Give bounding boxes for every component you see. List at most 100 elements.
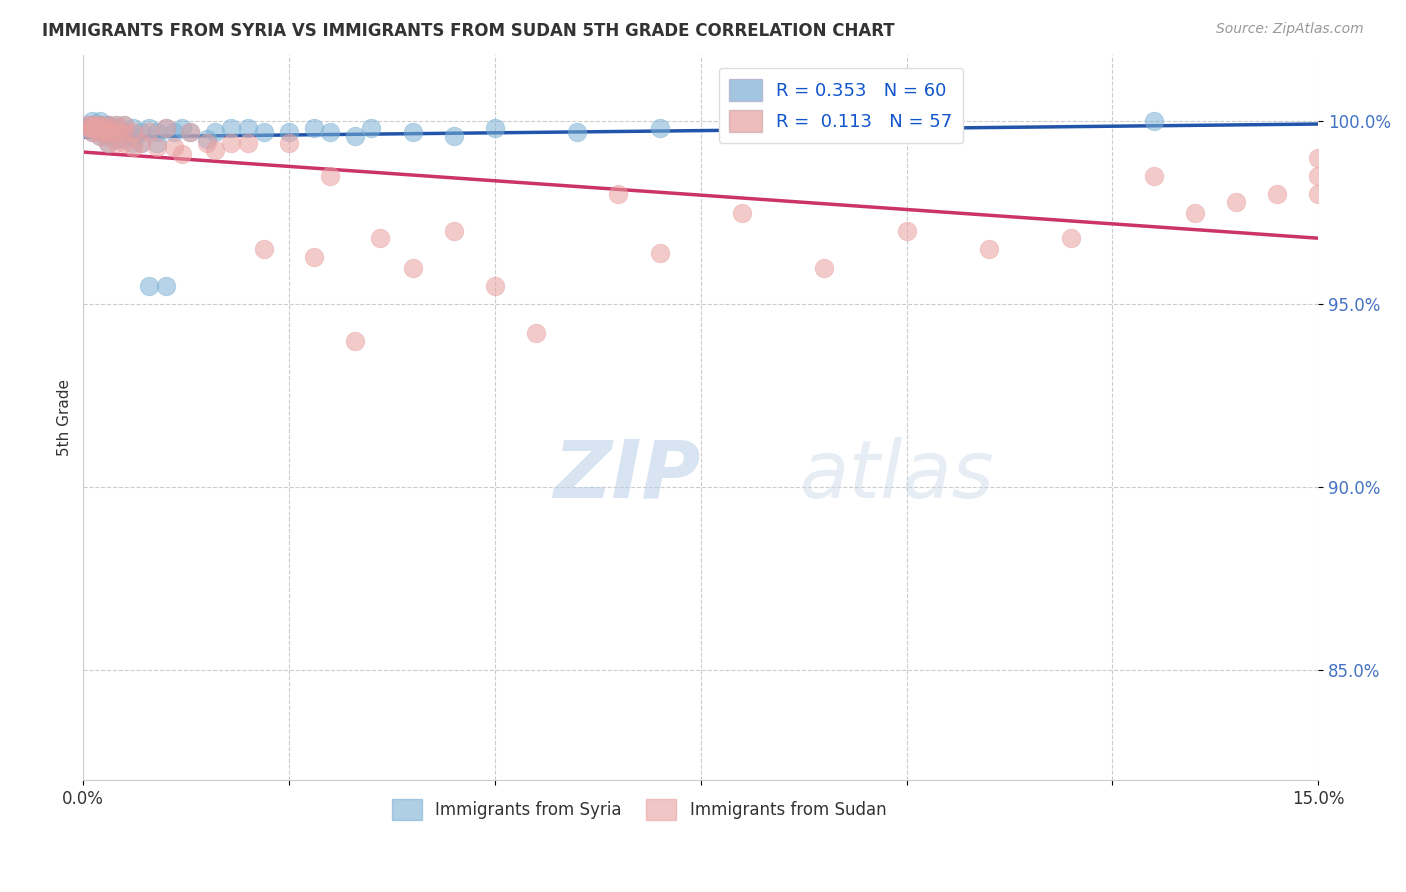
Point — [129, 136, 152, 150]
Point — [163, 139, 186, 153]
Y-axis label: 5th Grade: 5th Grade — [58, 379, 72, 456]
Point — [105, 125, 128, 139]
Point — [146, 125, 169, 139]
Point — [114, 118, 136, 132]
Point — [80, 125, 103, 139]
Point — [80, 118, 103, 132]
Point — [97, 118, 120, 132]
Point — [172, 121, 194, 136]
Point — [1308, 169, 1330, 183]
Point — [221, 121, 243, 136]
Point — [80, 121, 103, 136]
Point — [89, 121, 111, 136]
Point — [484, 121, 506, 136]
Point — [97, 136, 120, 150]
Point — [163, 125, 186, 139]
Point — [138, 278, 160, 293]
Point — [343, 334, 366, 348]
Point — [121, 128, 143, 143]
Point — [236, 136, 259, 150]
Point — [236, 121, 259, 136]
Point — [121, 136, 143, 150]
Point — [648, 121, 671, 136]
Point — [80, 114, 103, 128]
Point — [221, 136, 243, 150]
Point — [401, 125, 423, 139]
Point — [89, 128, 111, 143]
Point — [105, 118, 128, 132]
Point — [1225, 194, 1247, 209]
Point — [360, 121, 382, 136]
Point — [1142, 114, 1164, 128]
Point — [80, 118, 103, 132]
Point — [731, 205, 754, 219]
Point — [80, 125, 103, 139]
Point — [97, 121, 120, 136]
Point — [105, 121, 128, 136]
Legend: Immigrants from Syria, Immigrants from Sudan: Immigrants from Syria, Immigrants from S… — [385, 793, 893, 826]
Point — [813, 260, 835, 275]
Point — [114, 118, 136, 132]
Point — [105, 118, 128, 132]
Point — [302, 250, 325, 264]
Point — [204, 144, 226, 158]
Point — [79, 121, 101, 136]
Point — [76, 121, 98, 136]
Point — [97, 136, 120, 150]
Point — [80, 121, 103, 136]
Point — [1184, 205, 1206, 219]
Point — [1142, 169, 1164, 183]
Point — [97, 121, 120, 136]
Point — [1308, 151, 1330, 165]
Point — [105, 132, 128, 146]
Point — [105, 125, 128, 139]
Text: Source: ZipAtlas.com: Source: ZipAtlas.com — [1216, 22, 1364, 37]
Point — [114, 136, 136, 150]
Point — [368, 231, 391, 245]
Point — [1265, 187, 1288, 202]
Point — [97, 118, 120, 132]
Point — [195, 132, 218, 146]
Point — [129, 125, 152, 139]
Point — [89, 114, 111, 128]
Point — [253, 242, 276, 256]
Point — [79, 118, 101, 132]
Point — [524, 326, 547, 341]
Point — [89, 125, 111, 139]
Point — [84, 118, 107, 132]
Point — [195, 136, 218, 150]
Point — [121, 125, 143, 139]
Point — [89, 118, 111, 132]
Point — [97, 128, 120, 143]
Text: ZIP: ZIP — [553, 437, 700, 515]
Point — [813, 121, 835, 136]
Point — [89, 118, 111, 132]
Text: atlas: atlas — [800, 437, 994, 515]
Point — [89, 121, 111, 136]
Point — [121, 121, 143, 136]
Point — [89, 121, 111, 136]
Point — [1308, 187, 1330, 202]
Point — [84, 118, 107, 132]
Point — [567, 125, 589, 139]
Point — [443, 224, 465, 238]
Point — [97, 121, 120, 136]
Point — [343, 128, 366, 143]
Point — [138, 121, 160, 136]
Point — [977, 242, 1000, 256]
Point — [146, 136, 169, 150]
Point — [179, 125, 201, 139]
Point — [89, 125, 111, 139]
Point — [302, 121, 325, 136]
Point — [648, 246, 671, 260]
Point — [896, 224, 918, 238]
Point — [253, 125, 276, 139]
Point — [155, 278, 177, 293]
Point — [89, 128, 111, 143]
Point — [607, 187, 630, 202]
Point — [114, 132, 136, 146]
Point — [172, 147, 194, 161]
Point — [278, 136, 301, 150]
Point — [114, 125, 136, 139]
Point — [105, 136, 128, 150]
